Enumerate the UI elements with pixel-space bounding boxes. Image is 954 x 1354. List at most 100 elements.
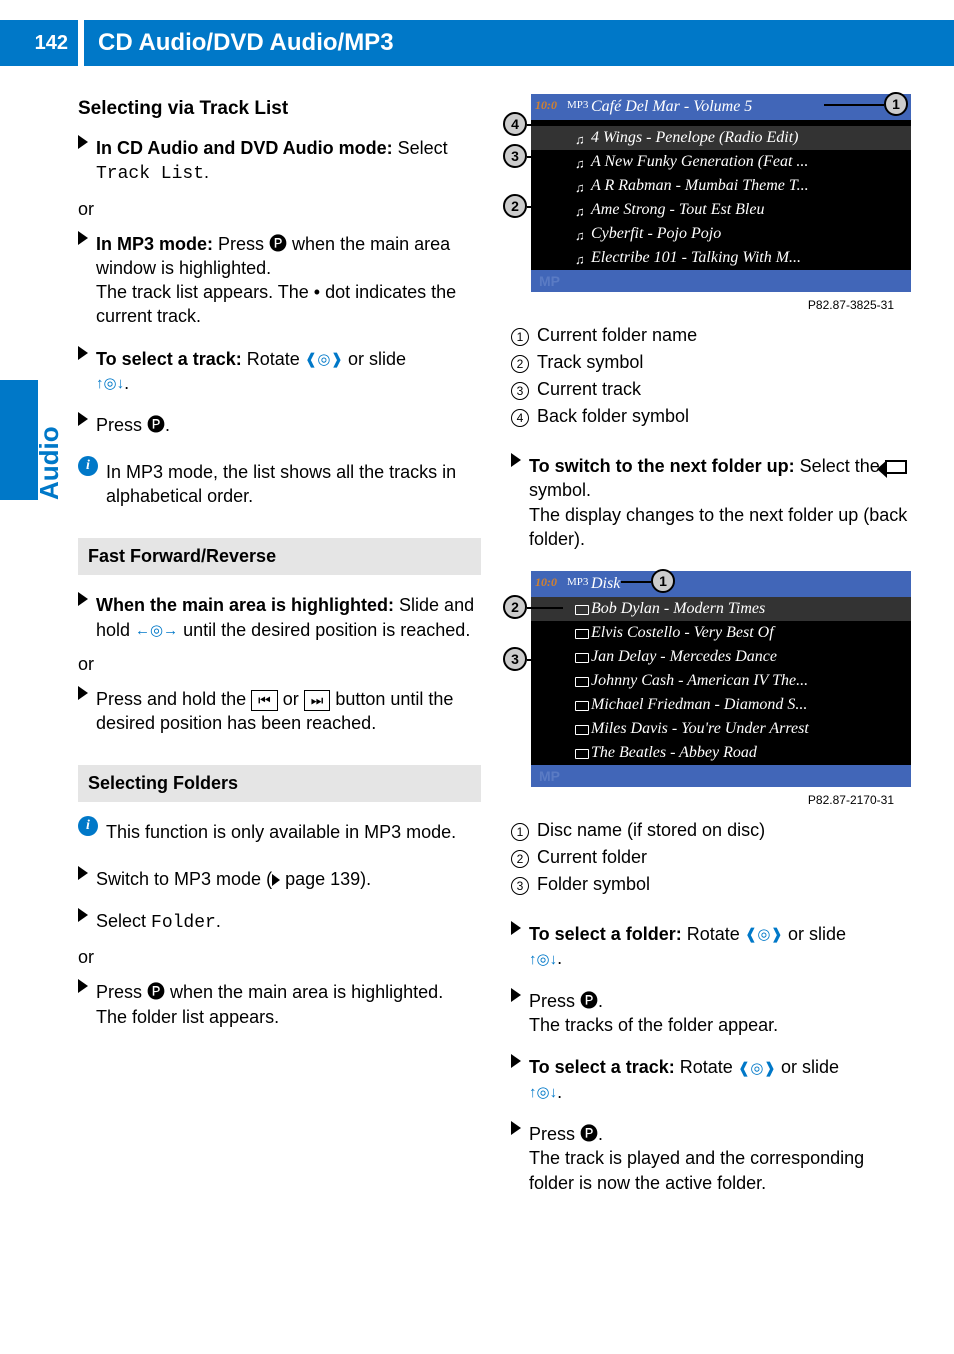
legend-text: Back folder symbol [537, 403, 689, 430]
circ-num: 3 [511, 382, 529, 400]
text: or [278, 689, 304, 709]
circ-num: 2 [511, 850, 529, 868]
callout-4: 4 [503, 112, 527, 136]
folder-name: Miles Davis - You're Under Arrest [591, 720, 809, 737]
callout-3: 3 [503, 144, 527, 168]
legend-text: Folder symbol [537, 871, 650, 898]
page-header: 142 CD Audio/DVD Audio/MP3 [0, 20, 954, 66]
ss2-row: Johnny Cash - American IV The... [531, 669, 911, 693]
track-name: A R Rabman - Mumbai Theme T... [591, 177, 809, 194]
ss2-title: Disk [591, 575, 620, 592]
ss1-time: 10:0 [535, 98, 557, 113]
text: symbol. [529, 480, 591, 500]
legend-text: Current track [537, 376, 641, 403]
step-label: To select a track: [96, 349, 242, 369]
side-tab-label: Audio [34, 426, 65, 500]
folder-icon [575, 723, 589, 739]
triangle-icon [511, 921, 521, 935]
text: until the desired position is reached. [178, 620, 470, 640]
triangle-icon [78, 412, 88, 426]
press-icon: 🅟 [269, 234, 287, 254]
text: Rotate [682, 924, 745, 944]
note-text: This function is only available in MP3 m… [106, 820, 456, 844]
heading-track-list: Selecting via Track List [78, 98, 481, 120]
callout-line [824, 104, 884, 106]
text: The folder list appears. [96, 1007, 279, 1027]
text: Switch to MP3 mode ( [96, 869, 272, 889]
left-column: Selecting via Track List In CD Audio and… [78, 90, 481, 1207]
legend-row: 1Current folder name [511, 322, 914, 349]
step: In CD Audio and DVD Audio mode: Select T… [78, 130, 481, 193]
ss2-row: Bob Dylan - Modern Times [531, 597, 911, 621]
legend-row: 3 Current track [511, 376, 914, 403]
callout-line [527, 124, 563, 126]
step-label: In MP3 mode: [96, 234, 213, 254]
ss1-caption: P82.87-3825-31 [511, 298, 894, 312]
text: or slide [783, 924, 846, 944]
triangle-icon [78, 686, 88, 700]
legend-text: Current folder name [537, 322, 697, 349]
ss2-caption: P82.87-2170-31 [511, 793, 894, 807]
step-label: To select a folder: [529, 924, 682, 944]
back-folder-icon [885, 460, 907, 474]
press-icon: 🅟 [147, 415, 165, 435]
triangle-icon [511, 988, 521, 1002]
track-name: Cyberfit - Pojo Pojo [591, 225, 721, 242]
info-note: i In MP3 mode, the list shows all the tr… [78, 454, 481, 515]
track-name: A New Funky Generation (Feat ... [591, 153, 808, 170]
text: or slide [343, 349, 406, 369]
note-icon: ♫ [575, 252, 585, 268]
text: or slide [776, 1057, 839, 1077]
circ-num: 1 [511, 823, 529, 841]
ss1-row: ♫ Cyberfit - Pojo Pojo [531, 222, 911, 246]
mp3-icon: MP3 [567, 576, 588, 588]
callout-3: 3 [503, 647, 527, 671]
step: To select a track: Rotate ❰◎❱ or slide ↑… [511, 1049, 914, 1110]
ss1-footer: MP [531, 270, 911, 292]
callout-line [527, 206, 571, 208]
step: In MP3 mode: Press 🅟 when the main area … [78, 226, 481, 335]
mp3-icon: MP3 [567, 99, 588, 111]
side-tab-bg [0, 380, 38, 500]
circ-num: 4 [511, 409, 529, 427]
step: Select Folder. [78, 903, 481, 941]
ss2-legend: 1Disc name (if stored on disc) 2Current … [511, 817, 914, 898]
menu-item: Track List [96, 164, 204, 184]
triangle-icon [78, 346, 88, 360]
text: Select the [795, 456, 885, 476]
legend-text: Track symbol [537, 349, 643, 376]
track-name: 4 Wings - Penelope (Radio Edit) [591, 129, 799, 146]
step: Press 🅟.The tracks of the folder appear. [511, 983, 914, 1044]
info-icon: i [78, 456, 98, 476]
next-button-icon: ⏭ [304, 690, 331, 711]
circ-num: 2 [511, 355, 529, 373]
text: The display changes to the next folder u… [529, 505, 907, 549]
ss2-body: Bob Dylan - Modern Times Elvis Costello … [531, 597, 911, 765]
heading-ff-rev: Fast Forward/Reverse [78, 538, 481, 575]
callout-line [527, 659, 571, 661]
folder-icon [575, 651, 589, 667]
step: To switch to the next folder up: Select … [511, 448, 914, 557]
heading-folders: Selecting Folders [78, 765, 481, 802]
step-label: When the main area is highlighted: [96, 595, 394, 615]
folder-icon [575, 747, 589, 763]
folder-name: Elvis Costello - Very Best Of [591, 624, 774, 641]
info-icon: i [78, 816, 98, 836]
folder-name: Jan Delay - Mercedes Dance [591, 648, 777, 665]
callout-2: 2 [503, 194, 527, 218]
ss2-row: Elvis Costello - Very Best Of [531, 621, 911, 645]
ss1-legend: 1Current folder name 2 Track symbol 3 Curr… [511, 322, 914, 430]
text: Press and hold the [96, 689, 251, 709]
text: . [216, 911, 221, 931]
step: To select a folder: Rotate ❰◎❱ or slide … [511, 916, 914, 977]
ss1-row: ♫ Electribe 101 - Talking With M... [531, 246, 911, 270]
note-icon: ♫ [575, 228, 585, 244]
step: Press 🅟. [78, 407, 481, 443]
triangle-icon [78, 231, 88, 245]
legend-row: 2 Track symbol [511, 349, 914, 376]
ss1-row: ♫Ame Strong - Tout Est Bleu [531, 198, 911, 222]
page-number: 142 [0, 20, 78, 66]
track-name: Ame Strong - Tout Est Bleu [591, 201, 764, 218]
track-name: Electribe 101 - Talking With M... [591, 249, 801, 266]
callout-1: 1 [651, 569, 675, 593]
